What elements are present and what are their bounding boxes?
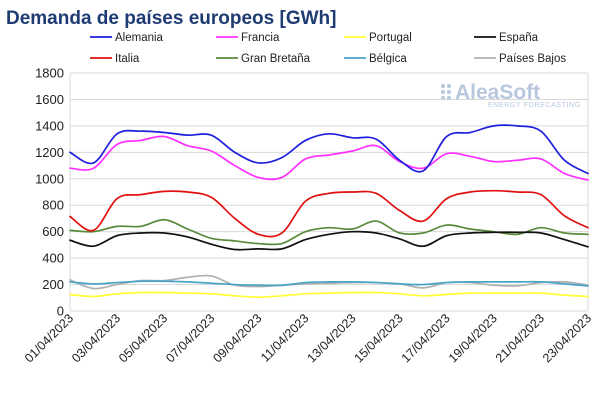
- legend-label: Portugal: [369, 32, 412, 44]
- logo-dots-icon: [441, 84, 451, 100]
- y-tick-label: 0: [57, 304, 64, 319]
- x-tick-label: 19/04/2023: [446, 311, 500, 365]
- y-tick-label: 1400: [35, 118, 64, 133]
- legend-label: España: [499, 32, 539, 44]
- y-tick-label: 600: [42, 224, 64, 239]
- legend-item: Portugal: [344, 32, 412, 44]
- legend-item: Gran Bretaña: [216, 53, 311, 65]
- series-line-francia: [69, 135, 589, 181]
- legend-item: España: [474, 32, 539, 44]
- legend: Alemania Francia Portugal España Italia Gran …: [90, 32, 566, 65]
- legend-item: Países Bajos: [474, 53, 566, 65]
- series-lines: [69, 124, 589, 298]
- legend-label: Bélgica: [369, 53, 407, 65]
- x-tick-label: 03/04/2023: [69, 311, 123, 365]
- series-line-belgica: [69, 280, 589, 287]
- chart-title: Demanda de países europeos [GWh]: [6, 8, 336, 29]
- y-tick-label: 1200: [35, 145, 64, 160]
- series-line-alemania: [69, 124, 589, 175]
- series-line-espana: [69, 230, 589, 251]
- x-tick-label: 23/04/2023: [540, 311, 594, 365]
- legend-item: Bélgica: [344, 53, 407, 65]
- x-tick-label: 13/04/2023: [305, 311, 359, 365]
- series-line-portugal: [69, 291, 589, 298]
- legend-item: Francia: [216, 32, 280, 44]
- x-tick-label: 11/04/2023: [258, 311, 312, 365]
- y-axis: 0 200 400 600 800 1000 1200 1400 1600 1800: [35, 66, 64, 319]
- aleasoft-logo: AleaSoft ENERGY FORECASTING: [441, 81, 581, 109]
- y-tick-label: 800: [42, 198, 64, 213]
- legend-label: Alemania: [115, 32, 164, 44]
- x-tick-label: 01/04/2023: [22, 311, 76, 365]
- legend-item: Alemania: [90, 32, 164, 44]
- x-tick-label: 09/04/2023: [210, 311, 264, 365]
- legend-label: Países Bajos: [499, 53, 566, 65]
- x-axis: 01/04/202303/04/202305/04/202307/04/2023…: [22, 311, 594, 365]
- x-tick-label: 15/04/2023: [352, 311, 406, 365]
- x-tick-label: 17/04/2023: [399, 311, 453, 365]
- series-line-italia: [69, 189, 589, 238]
- legend-label: Italia: [115, 53, 140, 65]
- y-tick-label: 400: [42, 251, 64, 266]
- x-tick-label: 05/04/2023: [116, 311, 170, 365]
- legend-label: Gran Bretaña: [241, 53, 311, 65]
- y-tick-label: 1000: [35, 171, 64, 186]
- logo-name: AleaSoft: [455, 81, 540, 104]
- logo-tagline: ENERGY FORECASTING: [488, 102, 581, 109]
- grid: [69, 72, 589, 312]
- legend-item: Italia: [90, 53, 140, 65]
- legend-label: Francia: [241, 32, 280, 44]
- x-tick-label: 21/04/2023: [493, 311, 547, 365]
- y-tick-label: 200: [42, 277, 64, 292]
- y-tick-label: 1600: [35, 92, 64, 107]
- x-tick-label: 07/04/2023: [163, 311, 217, 365]
- y-tick-label: 1800: [35, 66, 64, 81]
